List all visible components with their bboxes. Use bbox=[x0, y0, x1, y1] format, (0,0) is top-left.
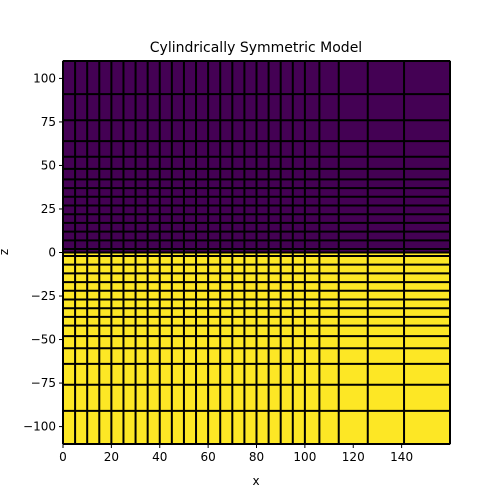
chart-title: Cylindrically Symmetric Model bbox=[150, 40, 362, 56]
y-axis-ticks: 100 75 50 25 0 −25 −50 −75 −100 bbox=[23, 71, 63, 434]
y-tick-label-3: 25 bbox=[41, 202, 56, 216]
mesh-gridlines bbox=[62, 60, 451, 445]
x-tick-label-3: 60 bbox=[200, 450, 215, 464]
x-axis-label: x bbox=[252, 474, 259, 488]
x-tick-label-4: 80 bbox=[249, 450, 264, 464]
x-tick-label-2: 40 bbox=[152, 450, 167, 464]
x-tick-label-5: 100 bbox=[293, 450, 316, 464]
x-tick-label-0: 0 bbox=[59, 450, 67, 464]
y-tick-label-4: 0 bbox=[48, 246, 56, 260]
y-tick-label-8: −100 bbox=[23, 420, 56, 434]
y-axis-label: z bbox=[0, 249, 11, 255]
y-tick-label-5: −25 bbox=[31, 289, 56, 303]
y-tick-label-6: −50 bbox=[31, 333, 56, 347]
y-tick-label-0: 100 bbox=[33, 71, 56, 85]
y-tick-label-7: −75 bbox=[31, 376, 56, 390]
x-tick-label-6: 120 bbox=[342, 450, 365, 464]
x-tick-label-1: 20 bbox=[104, 450, 119, 464]
x-tick-label-7: 140 bbox=[390, 450, 413, 464]
y-tick-label-2: 50 bbox=[41, 158, 56, 172]
y-tick-label-1: 75 bbox=[41, 115, 56, 129]
x-axis-ticks: 0 20 40 60 80 100 120 140 bbox=[59, 444, 413, 464]
